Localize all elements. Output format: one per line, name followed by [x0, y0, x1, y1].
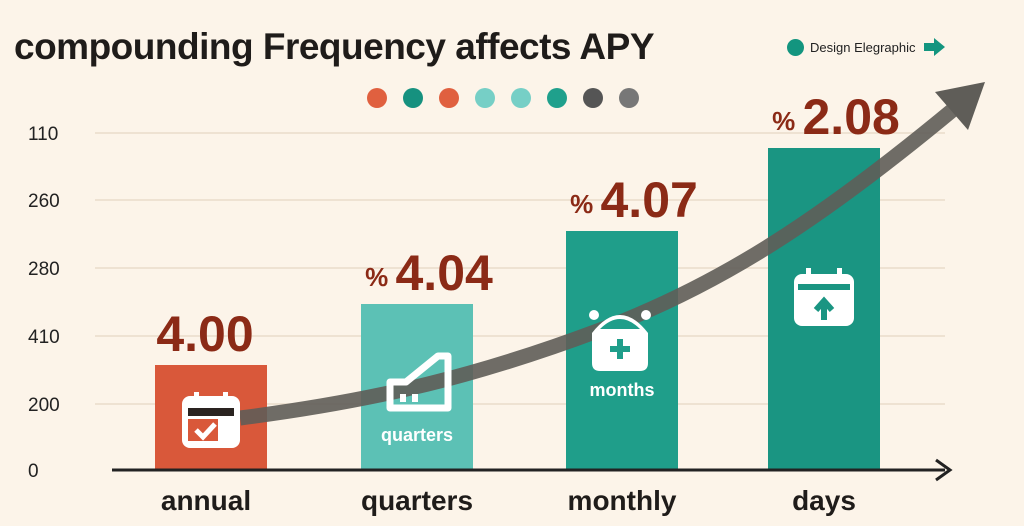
- knob: [589, 310, 599, 320]
- palette-dot: [619, 88, 639, 108]
- bar-inner-label: months: [590, 380, 655, 400]
- x-tick-label: annual: [161, 485, 251, 516]
- palette-dot: [547, 88, 567, 108]
- x-tick-label: quarters: [361, 485, 473, 516]
- y-tick-label: 110: [28, 124, 58, 145]
- palette-dot: [511, 88, 531, 108]
- plus: [610, 339, 630, 359]
- palette-dot: [475, 88, 495, 108]
- bar: [412, 394, 418, 402]
- brand-dot-icon: [787, 38, 804, 56]
- ring: [194, 392, 199, 404]
- up-arrow: [813, 296, 835, 320]
- basket-top: [600, 319, 640, 329]
- trend-arrowhead-icon: [935, 82, 985, 130]
- y-tick-label: 0: [28, 461, 39, 482]
- ring: [837, 268, 842, 280]
- chart-title: compounding Frequency affects APY: [14, 26, 655, 67]
- data-label: % 4.04: [365, 245, 493, 301]
- calendar-up-icon: [794, 268, 854, 326]
- brand-badge: Design Elegraphic: [787, 38, 946, 56]
- data-label: % 4.07: [570, 172, 698, 228]
- y-tick-label: 410: [28, 327, 60, 348]
- ring: [806, 268, 811, 280]
- stairs: [386, 352, 452, 412]
- arrow-right-icon: [923, 38, 945, 56]
- ring: [223, 392, 228, 404]
- x-tick-label: monthly: [568, 485, 677, 516]
- data-label: % 2.08: [772, 89, 900, 145]
- y-tick-label: 280: [28, 259, 60, 280]
- x-axis-arrow-icon: [935, 458, 953, 482]
- data-label: 4.00: [156, 306, 253, 362]
- y-tick-label: 200: [28, 395, 60, 416]
- check-mark: [194, 422, 217, 441]
- y-tick-label: 260: [28, 191, 60, 212]
- bar: [400, 394, 406, 402]
- calendar-stripe: [798, 284, 850, 290]
- basket-plus-icon: [589, 310, 651, 371]
- brand-label: Design Elegraphic: [810, 39, 916, 55]
- palette-dot: [403, 88, 423, 108]
- palette-dot: [583, 88, 603, 108]
- palette-dot: [367, 88, 387, 108]
- palette-dot: [439, 88, 459, 108]
- bar-inner-label: quarters: [381, 425, 453, 445]
- calendar-check-icon: [182, 392, 240, 448]
- calendar-cell: [188, 419, 218, 441]
- x-tick-label: days: [792, 485, 856, 516]
- knob: [641, 310, 651, 320]
- calendar-header: [188, 408, 234, 416]
- stairs-chart-icon: [386, 352, 452, 412]
